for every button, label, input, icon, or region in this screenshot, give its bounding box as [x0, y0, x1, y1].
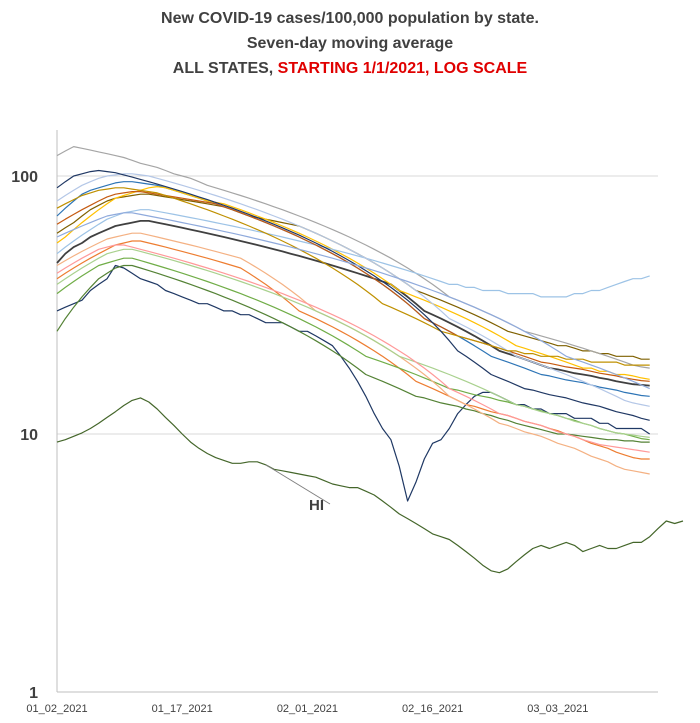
series-line-9 — [56, 257, 650, 441]
y-tick-label-100: 100 — [11, 169, 38, 186]
x-tick-label-5: 03_03_2021 — [527, 703, 588, 715]
series-line-5 — [56, 181, 650, 397]
series-line-1 — [56, 397, 684, 574]
series-line-8 — [56, 240, 650, 460]
subtitle-part-dark: ALL STATES, — [172, 60, 278, 77]
series-line-14 — [56, 173, 650, 407]
series-line-4 — [56, 193, 650, 360]
series-line-12 — [56, 264, 650, 443]
series-group — [56, 146, 684, 574]
x-tick-label-1: 01_02_2021 — [26, 703, 87, 715]
y-tick-label-1: 1 — [29, 685, 38, 702]
series-line-6 — [56, 146, 650, 369]
x-tick-label-2: 01_17_2021 — [152, 703, 213, 715]
series-line-15 — [56, 187, 650, 366]
x-tick-label-4: 02_16_2021 — [402, 703, 463, 715]
series-line-19 — [56, 244, 650, 453]
x-tick-label-3: 02_01_2021 — [277, 703, 338, 715]
y-tick-label-10: 10 — [20, 427, 38, 444]
subtitle-part-red: STARTING 1/1/2021, LOG SCALE — [277, 60, 528, 77]
chart-subtitle: ALL STATES, STARTING 1/1/2021, LOG SCALE — [0, 60, 700, 78]
series-line-16 — [56, 169, 650, 421]
annotation-leader-line — [265, 464, 331, 505]
annotation-hi-label: HI — [309, 497, 324, 514]
series-line-11 — [56, 191, 650, 382]
series-line-10 — [56, 209, 650, 298]
chart-title-line-2: Seven-day moving average — [246, 35, 454, 52]
series-line-18 — [56, 248, 650, 438]
series-line-3 — [56, 219, 650, 387]
chart-title-line-1: New COVID-19 cases/100,000 population by… — [161, 10, 539, 27]
series-line-17 — [56, 212, 650, 390]
series-line-2 — [56, 264, 651, 502]
